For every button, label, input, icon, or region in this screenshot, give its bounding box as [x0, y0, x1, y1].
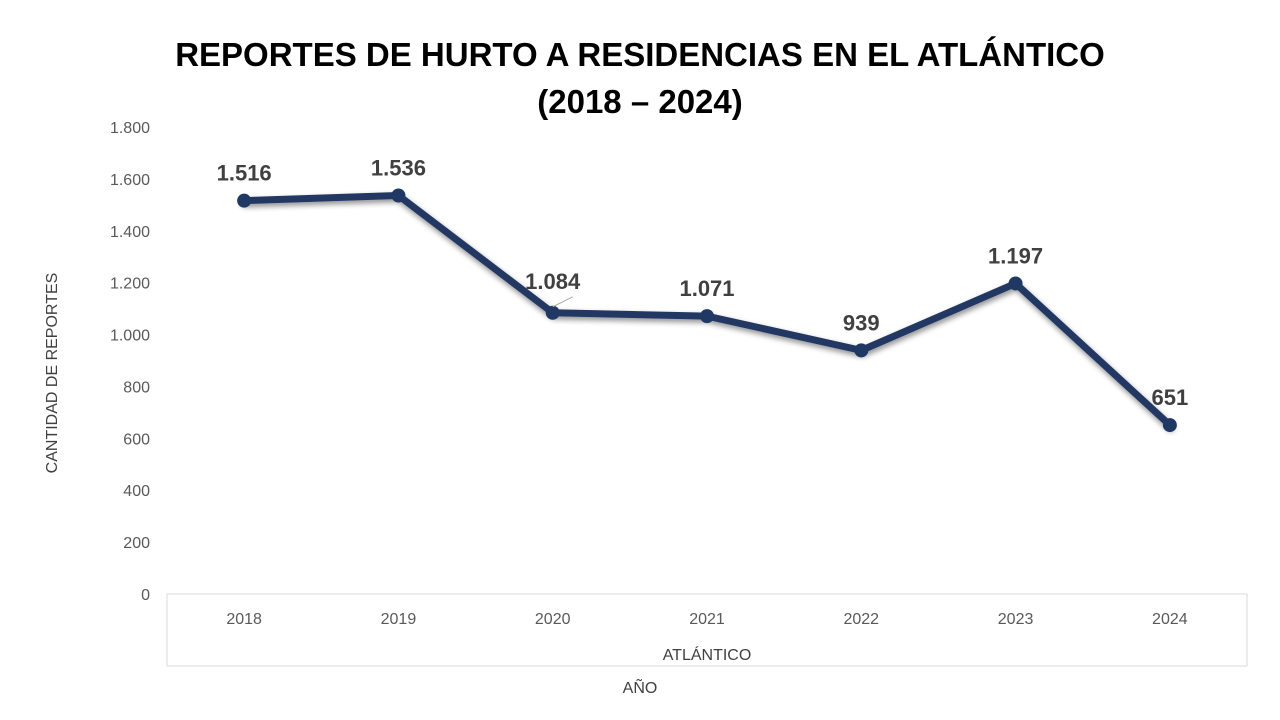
x-tick-label: 2022	[843, 611, 879, 628]
data-label-leader	[552, 296, 573, 308]
data-point	[237, 193, 252, 208]
data-point	[391, 188, 406, 203]
data-point	[545, 305, 560, 320]
x-axis: 2018 2019 2020 2021 2022 2023 2024	[166, 593, 1248, 667]
x-tick-label: 2024	[1152, 611, 1188, 628]
x-axis-group-label: ATLÁNTICO	[663, 645, 752, 664]
x-axis-title: AÑO	[623, 677, 658, 697]
y-tick-label: 1.200	[110, 276, 150, 293]
y-tick-label: 1.800	[110, 120, 150, 137]
data-label: 1.071	[679, 276, 734, 301]
chart-title-line-1: REPORTES DE HURTO A RESIDENCIAS EN EL AT…	[175, 36, 1105, 73]
y-tick-label: 1.600	[110, 172, 150, 189]
x-tick-label: 2021	[689, 611, 725, 628]
data-point	[1008, 276, 1023, 291]
data-label: 651	[1151, 385, 1188, 410]
y-axis: 0 200 400 600 800 1.000 1.200 1.400 1.600 1.800	[110, 120, 150, 604]
data-label: 1.197	[988, 243, 1043, 268]
y-tick-label: 800	[123, 379, 150, 396]
x-tick-label: 2023	[998, 611, 1034, 628]
y-axis-title: CANTIDAD DE REPORTES	[44, 273, 61, 474]
x-tick-label: 2018	[226, 611, 262, 628]
data-label: 1.516	[217, 161, 272, 186]
y-tick-label: 200	[123, 535, 150, 552]
y-tick-label: 1.000	[110, 328, 150, 345]
y-tick-label: 600	[123, 431, 150, 448]
data-label: 939	[843, 310, 880, 335]
y-tick-label: 1.400	[110, 224, 150, 241]
series-group: 1.516 1.536 1.084 1.071 939 1.197 651	[217, 155, 1188, 433]
chart-title-line-2: (2018 – 2024)	[537, 83, 743, 120]
data-label: 1.084	[525, 269, 581, 294]
data-point	[1162, 418, 1177, 433]
data-point	[700, 309, 714, 324]
y-tick-label: 0	[141, 587, 150, 604]
y-tick-label: 400	[123, 483, 150, 500]
data-point	[854, 343, 869, 358]
data-label: 1.536	[371, 155, 426, 180]
x-tick-label: 2020	[535, 611, 571, 628]
x-tick-label: 2019	[381, 611, 417, 628]
